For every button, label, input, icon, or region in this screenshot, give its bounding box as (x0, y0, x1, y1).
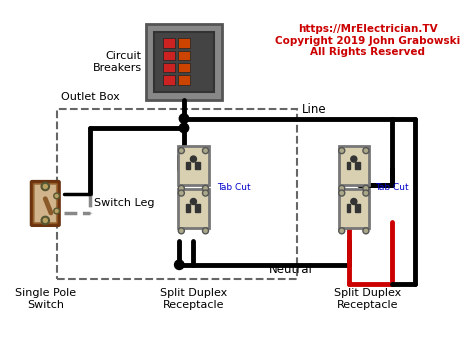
Bar (178, 75, 190, 84)
Circle shape (202, 185, 209, 191)
Bar (154, 32, 214, 92)
Bar (178, 146, 209, 185)
Bar (178, 189, 209, 228)
Bar (356, 204, 360, 212)
Bar (339, 146, 369, 185)
Bar (339, 189, 369, 228)
Text: Split Duplex
Receptacle: Split Duplex Receptacle (334, 288, 401, 310)
Circle shape (202, 190, 209, 196)
Text: Switch Leg: Switch Leg (94, 198, 155, 208)
Bar (178, 63, 190, 72)
Circle shape (202, 148, 209, 154)
Circle shape (54, 193, 59, 199)
Circle shape (351, 156, 357, 162)
Text: Single Pole
Switch: Single Pole Switch (15, 288, 76, 310)
Text: Tab Cut: Tab Cut (375, 183, 409, 192)
Bar (346, 204, 350, 212)
Bar (163, 63, 174, 72)
Text: https://MrElectrician.TV
Copyright 2019 John Grabowski
All Rights Reserved: https://MrElectrician.TV Copyright 2019 … (275, 24, 461, 58)
Bar (163, 38, 174, 48)
Bar (178, 51, 190, 60)
Circle shape (191, 198, 196, 204)
Text: Line: Line (302, 103, 327, 116)
Bar (178, 38, 190, 48)
Circle shape (178, 190, 184, 196)
Bar (186, 204, 190, 212)
Circle shape (42, 217, 49, 224)
Bar (146, 24, 222, 100)
Bar (163, 51, 174, 60)
Circle shape (339, 190, 345, 196)
FancyBboxPatch shape (34, 184, 56, 223)
Bar (356, 162, 360, 169)
Text: Split Duplex
Receptacle: Split Duplex Receptacle (160, 288, 227, 310)
Circle shape (363, 228, 369, 234)
Circle shape (54, 208, 59, 214)
Text: Circuit
Breakers: Circuit Breakers (92, 51, 142, 73)
Bar (195, 204, 200, 212)
Circle shape (351, 198, 357, 204)
Bar (186, 162, 190, 169)
FancyBboxPatch shape (31, 181, 59, 226)
Text: Outlet Box: Outlet Box (61, 92, 120, 102)
Text: Neutral: Neutral (269, 263, 313, 276)
Bar (163, 75, 174, 84)
Circle shape (363, 185, 369, 191)
Circle shape (363, 190, 369, 196)
Circle shape (339, 148, 345, 154)
Circle shape (202, 228, 209, 234)
Bar (346, 162, 350, 169)
Bar (195, 162, 200, 169)
Circle shape (178, 185, 184, 191)
Circle shape (191, 156, 196, 162)
Bar (56, 109, 297, 279)
Circle shape (179, 114, 189, 123)
Text: Tab Cut: Tab Cut (217, 183, 251, 192)
Circle shape (174, 260, 184, 269)
Circle shape (339, 228, 345, 234)
Circle shape (178, 228, 184, 234)
Circle shape (178, 148, 184, 154)
Circle shape (42, 183, 49, 190)
Circle shape (179, 123, 189, 133)
Circle shape (339, 185, 345, 191)
Circle shape (363, 148, 369, 154)
